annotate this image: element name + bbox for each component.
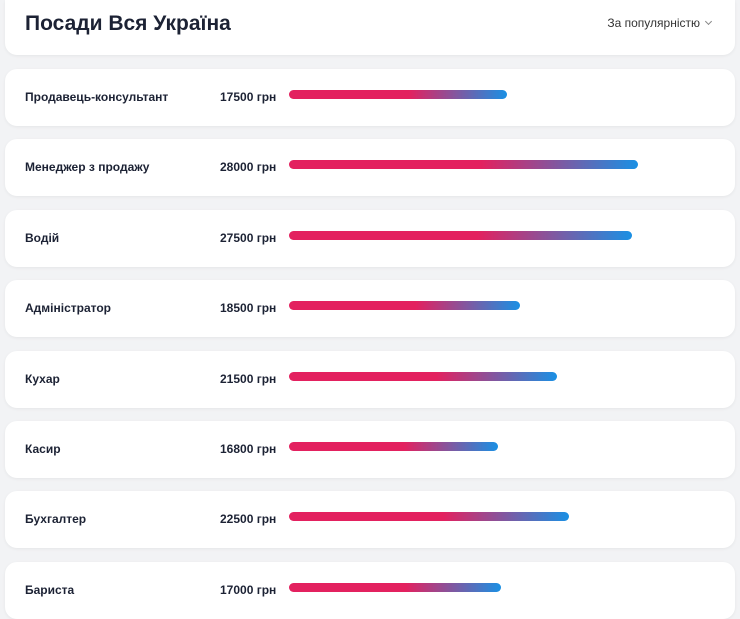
page-title: Посади Вся Україна <box>25 12 231 35</box>
position-name: Адміністратор <box>25 301 112 316</box>
position-row[interactable]: Продавець-консультант 17500 грн <box>5 69 735 126</box>
salary-bar <box>289 160 638 170</box>
position-row[interactable]: Кухар 21500 грн <box>5 350 735 408</box>
position-name: Касир <box>25 442 61 456</box>
salary-bar <box>289 582 501 592</box>
position-name: Менеджер з продажу <box>25 160 150 175</box>
position-salary: 22500 грн <box>220 512 277 527</box>
sort-label: За популярністю <box>607 16 700 30</box>
salary-bar <box>289 512 570 522</box>
position-salary: 28000 грн <box>220 160 277 175</box>
salary-bar <box>289 90 508 99</box>
position-salary: 27500 грн <box>220 230 277 245</box>
position-row[interactable]: Адміністратор 18500 грн <box>5 280 735 338</box>
position-row[interactable]: Водій 27500 грн <box>5 209 735 267</box>
position-salary: 17000 грн <box>220 582 277 597</box>
position-row[interactable]: Касир 16800 грн <box>5 421 735 478</box>
chevron-down-icon <box>704 17 713 26</box>
sort-dropdown[interactable]: За популярністю <box>607 16 713 30</box>
position-row[interactable]: Менеджер з продажу 28000 грн <box>5 139 735 197</box>
salary-bar <box>289 230 632 240</box>
position-name: Кухар <box>25 371 60 386</box>
position-row[interactable]: Бухгалтер 22500 грн <box>5 491 735 549</box>
position-name: Продавець-консультант <box>25 90 169 104</box>
position-row[interactable]: Бариста 17000 грн <box>5 561 735 619</box>
position-name: Водій <box>25 230 60 245</box>
position-salary: 16800 грн <box>220 442 277 456</box>
header-card: Посади Вся Україна За популярністю <box>5 0 735 55</box>
position-salary: 17500 грн <box>220 90 277 104</box>
position-salary: 18500 грн <box>220 301 277 316</box>
salary-bar <box>289 442 499 451</box>
salary-bar <box>289 371 557 381</box>
salary-bar <box>289 301 520 311</box>
position-name: Бухгалтер <box>25 512 87 527</box>
position-name: Бариста <box>25 582 75 597</box>
position-salary: 21500 грн <box>220 371 277 386</box>
